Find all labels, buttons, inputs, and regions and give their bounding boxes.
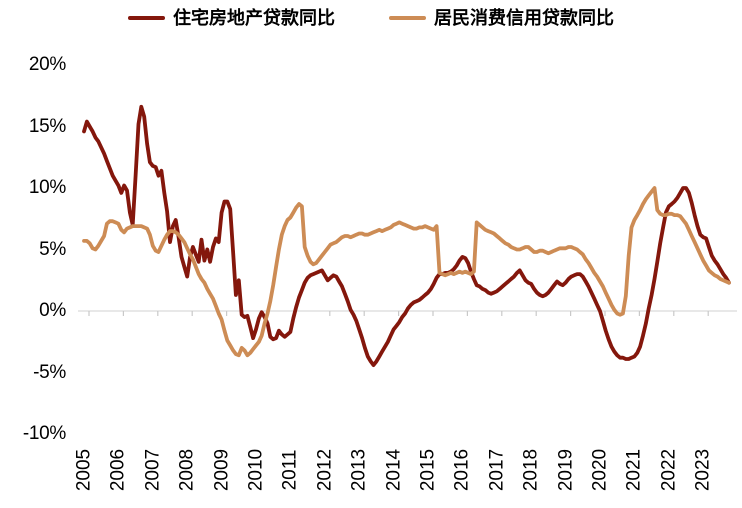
consumer-credit-line xyxy=(82,186,731,358)
y-axis-label: 0% xyxy=(39,300,66,321)
y-axis-label: 10% xyxy=(28,177,66,198)
residential-legend-label: 住宅房地产贷款同比 xyxy=(173,8,335,28)
y-axis-label: 15% xyxy=(28,115,66,137)
consumer-legend-label: 居民消费信用贷款同比 xyxy=(434,8,614,28)
residential-mortgage-line xyxy=(82,104,731,368)
y-axis-label: 20% xyxy=(28,54,66,75)
residential-line-swatch xyxy=(128,15,165,21)
legend: 住宅房地产贷款同比 居民消费信用贷款同比 xyxy=(0,9,742,27)
y-axis-label: -10% xyxy=(22,423,66,444)
consumer-line-swatch xyxy=(389,15,426,21)
legend-item-residential[interactable]: 住宅房地产贷款同比 xyxy=(128,9,335,27)
y-axis-label: -5% xyxy=(33,361,66,383)
legend-item-consumer[interactable]: 居民消费信用贷款同比 xyxy=(389,9,614,27)
y-axis-label: 5% xyxy=(39,238,66,260)
